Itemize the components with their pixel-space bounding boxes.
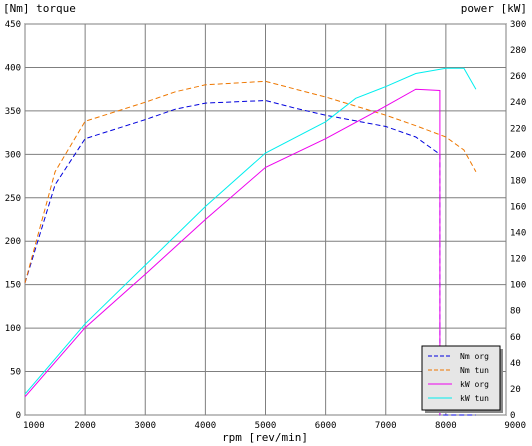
left-tick-label: 200 — [5, 237, 21, 247]
left-tick-label: 300 — [5, 150, 21, 160]
x-tick-label: 2000 — [74, 421, 96, 431]
right-tick-label: 280 — [510, 46, 526, 56]
left-tick-label: 150 — [5, 281, 21, 291]
left-tick-label: 350 — [5, 107, 21, 117]
x-tick-label: 3000 — [134, 421, 156, 431]
x-tick-label: 8000 — [435, 421, 457, 431]
legend-box — [421, 345, 501, 411]
right-tick-label: 240 — [510, 98, 526, 108]
x-tick-labels: 1000 2000 3000 4000 5000 6000 7000 8000 9000 — [23, 421, 526, 431]
left-tick-labels: 0 50 100 150 200 250 300 350 400 450 — [5, 20, 21, 421]
right-tick-label: 140 — [510, 229, 526, 239]
x-tick-label: 4000 — [195, 421, 217, 431]
x-tick-label: 7000 — [375, 421, 397, 431]
right-tick-label: 60 — [510, 333, 521, 343]
right-tick-label: 220 — [510, 124, 526, 134]
right-tick-label: 180 — [510, 176, 526, 186]
right-tick-label: 300 — [510, 20, 526, 30]
left-axis-title: [Nm] torque — [3, 2, 76, 15]
right-tick-label: 0 — [510, 411, 515, 421]
series-line-nm-tun — [24, 80, 477, 284]
legend-label: Nm tun — [460, 366, 489, 375]
legend: Nm org Nm tun kW org kW tun — [421, 345, 503, 413]
left-tick-label: 0 — [16, 411, 21, 421]
series-line-kw-org — [24, 88, 441, 415]
series-line-nm-org — [24, 99, 476, 416]
right-tick-label: 100 — [510, 281, 526, 291]
right-tick-label: 20 — [510, 385, 521, 395]
left-tick-label: 250 — [5, 194, 21, 204]
x-tick-label: 5000 — [255, 421, 277, 431]
left-tick-label: 400 — [5, 63, 21, 73]
right-tick-label: 80 — [510, 307, 521, 317]
right-tick-label: 200 — [510, 150, 526, 160]
left-tick-label: 100 — [5, 324, 21, 334]
left-tick-label: 450 — [5, 20, 21, 30]
legend-label: kW tun — [460, 394, 489, 403]
grid — [24, 23, 507, 416]
right-tick-label: 40 — [510, 359, 521, 369]
right-axis-title: power [kW] — [461, 2, 527, 15]
x-tick-label: 1000 — [23, 421, 45, 431]
right-tick-labels: 0 20 40 60 80 100 120 140 160 180 200 220 240 260 280 3… — [510, 20, 526, 421]
legend-label: kW org — [460, 380, 489, 389]
legend-label: Nm org — [460, 352, 489, 361]
x-axis-title: rpm [rev/min] — [222, 431, 308, 444]
right-tick-label: 120 — [510, 255, 526, 265]
right-tick-label: 260 — [510, 72, 526, 82]
right-tick-label: 160 — [510, 202, 526, 212]
series-lines — [24, 67, 477, 416]
series-line-kw-tun — [24, 67, 477, 395]
x-tick-label: 9000 — [504, 421, 526, 431]
left-tick-label: 50 — [10, 368, 21, 378]
x-tick-label: 6000 — [315, 421, 337, 431]
